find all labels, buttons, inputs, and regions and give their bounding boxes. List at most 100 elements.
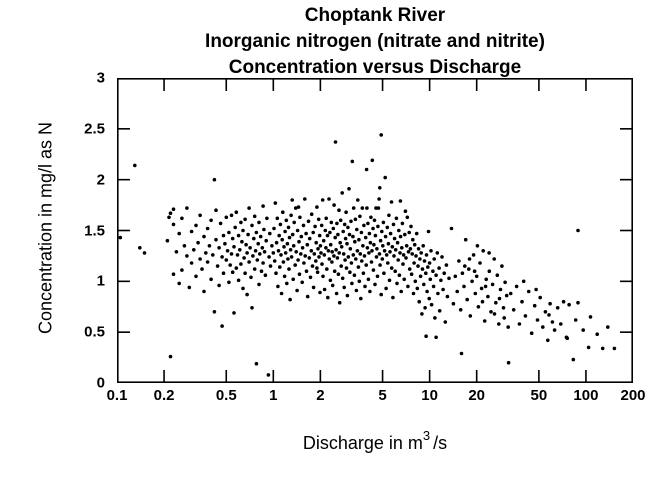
data-point — [314, 259, 318, 263]
data-point — [285, 281, 289, 286]
data-point — [315, 205, 319, 209]
data-point — [192, 248, 196, 252]
data-point — [245, 292, 249, 297]
data-point — [440, 255, 444, 259]
data-point — [401, 253, 406, 257]
data-point — [559, 322, 563, 326]
data-point — [328, 242, 333, 247]
data-point — [391, 295, 395, 300]
data-point — [307, 256, 312, 260]
data-point — [367, 251, 371, 255]
x-tick-label: 10 — [421, 387, 438, 404]
data-point — [250, 223, 254, 228]
data-point — [323, 228, 328, 233]
data-point — [502, 316, 507, 320]
data-point — [375, 274, 380, 279]
data-point — [370, 158, 375, 163]
data-point — [428, 277, 433, 282]
data-point — [295, 288, 299, 293]
data-point — [243, 271, 247, 275]
data-point — [307, 236, 312, 241]
data-point — [403, 209, 408, 213]
data-point — [529, 331, 534, 335]
data-point — [435, 251, 440, 255]
data-point — [383, 234, 388, 239]
data-point — [359, 230, 364, 235]
data-point — [411, 237, 415, 242]
y-tick-label: 1 — [96, 272, 105, 290]
data-point — [475, 244, 480, 248]
data-point — [221, 271, 226, 275]
data-point — [295, 228, 300, 233]
data-point — [260, 246, 265, 250]
data-point — [429, 249, 433, 253]
data-point — [261, 204, 265, 208]
data-point — [361, 271, 366, 275]
chart-title-block: Choptank River Inorganic nitrogen (nitra… — [117, 3, 633, 81]
data-point — [364, 167, 369, 172]
data-point — [246, 232, 250, 237]
x-axis-title-text: Discharge in m — [302, 433, 423, 453]
data-point — [279, 253, 283, 257]
x-tick-label: 0.1 — [106, 387, 128, 404]
data-point — [353, 239, 357, 244]
data-point — [432, 257, 437, 261]
data-point — [301, 223, 306, 228]
data-point — [370, 249, 374, 253]
data-point — [227, 230, 231, 235]
data-point — [397, 273, 402, 277]
data-point — [299, 234, 304, 239]
data-point — [414, 231, 419, 236]
data-point — [304, 231, 308, 236]
data-point — [418, 274, 423, 279]
data-point — [325, 267, 329, 271]
data-point — [334, 291, 339, 296]
data-point — [426, 265, 430, 269]
data-point — [321, 238, 326, 243]
data-point — [561, 299, 566, 304]
data-point — [463, 264, 467, 268]
data-point — [224, 215, 229, 220]
data-point — [394, 216, 399, 221]
data-point — [504, 293, 509, 298]
data-point — [296, 258, 300, 262]
data-point — [217, 246, 221, 250]
data-point — [398, 251, 402, 255]
data-point — [581, 328, 585, 332]
data-point — [550, 320, 555, 324]
data-point — [331, 226, 336, 231]
data-point — [194, 223, 198, 228]
data-point — [360, 206, 365, 210]
data-point — [257, 220, 261, 225]
data-point — [271, 251, 276, 255]
data-point — [351, 253, 356, 257]
data-point — [321, 274, 325, 279]
data-point — [520, 299, 524, 304]
data-point — [268, 231, 272, 236]
data-point — [308, 275, 313, 280]
data-point — [346, 225, 350, 230]
data-point — [503, 280, 507, 285]
data-point — [453, 274, 458, 279]
data-point — [322, 253, 327, 257]
data-point — [419, 251, 424, 255]
data-point — [409, 272, 414, 276]
data-point — [457, 259, 461, 263]
data-point — [338, 218, 343, 223]
data-point — [332, 203, 336, 207]
data-point — [489, 310, 493, 314]
data-point — [535, 318, 540, 322]
data-point — [413, 279, 418, 284]
data-point — [363, 235, 368, 240]
data-point — [417, 299, 422, 304]
data-point — [576, 300, 580, 305]
y-tick-label: 2 — [96, 171, 105, 189]
y-tick-label: 0.5 — [84, 323, 105, 341]
data-point — [383, 175, 388, 180]
data-point — [364, 263, 368, 267]
data-point — [339, 264, 343, 268]
data-point — [284, 218, 289, 223]
data-point — [399, 289, 404, 294]
data-point — [310, 264, 315, 268]
data-point — [526, 289, 531, 294]
